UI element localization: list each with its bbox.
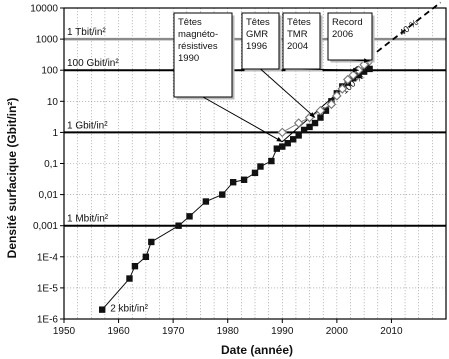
data-point-square [306, 123, 313, 131]
annotation-pointer [260, 68, 316, 118]
annotation-pointer [202, 96, 283, 143]
data-point-square [355, 71, 362, 79]
annotation-pointer [301, 68, 359, 71]
data-point-diamond [359, 59, 369, 70]
x-tick-label: 1990 [271, 326, 294, 337]
annotation-text-line: résistives [178, 41, 218, 52]
y-tick-label: 1E-5 [37, 283, 59, 294]
annotation-text-line: Record [332, 17, 363, 28]
data-point-square [257, 163, 264, 170]
annotation-text-line: GMR [246, 29, 268, 40]
data-point-diamond [277, 127, 288, 138]
data-point-square [366, 65, 373, 73]
data-point-square [186, 213, 193, 220]
data-point-square [219, 191, 226, 198]
annotation-text-line: 2004 [287, 41, 308, 52]
data-point-square [142, 253, 150, 260]
x-tick-label: 2010 [380, 326, 403, 337]
annotation-text-line: Têtes [246, 17, 270, 28]
y-tick-label: 1E-4 [37, 252, 59, 263]
data-point-square [290, 136, 297, 143]
data-point-square [317, 114, 324, 121]
data-point-diamond [315, 105, 326, 116]
data-point-square [273, 145, 281, 152]
annotation-box [241, 12, 280, 70]
data-point-square [284, 139, 291, 147]
annotation-text-line: 2006 [332, 29, 353, 40]
y-tick-label: 10000 [30, 4, 58, 15]
y-tick-label: 0,1 [44, 159, 58, 170]
annotation-box [327, 12, 373, 61]
data-point-diamond [332, 91, 342, 101]
annotation-text-line: Têtes [287, 17, 311, 28]
annotation-arrowhead [363, 58, 370, 63]
data-point-square [202, 198, 210, 205]
data-point-square [251, 169, 259, 177]
annotation-box [282, 12, 321, 70]
data-point-square [268, 157, 275, 165]
x-tick-label: 1960 [107, 326, 130, 337]
data-point-square [131, 262, 139, 270]
x-tick-label: 1970 [162, 326, 185, 337]
data-point-diamond [293, 118, 304, 128]
y-tick-label: 0,001 [33, 221, 58, 232]
x-axis-title: Date (année) [221, 343, 293, 357]
data-point-square [300, 126, 308, 134]
y-tick-label: 0,01 [39, 190, 59, 201]
y-tick-label: 1000 [36, 35, 59, 46]
data-point-square [311, 119, 319, 127]
reference-line-label: 1 Mbit/in² [67, 214, 109, 225]
data-point-square [322, 107, 330, 114]
annotation-text-line: 1990 [178, 53, 199, 64]
data-point-square [229, 179, 237, 186]
data-point-square [148, 238, 155, 246]
data-point-square [240, 176, 248, 183]
annotation-text-line: TMR [287, 29, 308, 40]
x-tick-label: 1950 [53, 326, 76, 337]
data-point-square [295, 132, 302, 139]
axis-titles: Date (année) Densité surfacique (Gbit/in… [5, 98, 293, 357]
annotation-arrowhead [276, 137, 283, 142]
x-tick-label: 2000 [326, 326, 349, 337]
y-axis-title: Densité surfacique (Gbit/in²) [5, 98, 19, 259]
annotation-text-line: Têtes [178, 17, 202, 28]
trend-line [352, 1, 442, 71]
y-tick-label: 1 [52, 128, 58, 139]
x-tick-label: 1980 [217, 326, 240, 337]
y-tick-label: 100 [41, 66, 58, 77]
data-point-square [126, 275, 133, 282]
data-point-diamond [342, 74, 353, 85]
reference-line-label: 1 Gbit/in² [67, 120, 108, 131]
annotation-box [173, 12, 233, 98]
annotations: Têtesmagnéto-résistives1990TêtesGMR1996T… [173, 12, 375, 143]
data-point-diamond [337, 84, 348, 94]
annotation-text-line: magnéto- [178, 29, 218, 40]
data-series: 2 kbit/in² [99, 56, 375, 315]
y-tick-label: 10 [47, 97, 59, 108]
reference-line-label: 1 Tbit/in² [67, 27, 106, 38]
reference-line-label: 100 Gbit/in² [67, 58, 119, 69]
data-point-square [99, 306, 106, 313]
data-point-diamond [326, 99, 337, 110]
annotation-arrowhead [309, 112, 316, 118]
annotation-arrowhead [353, 67, 359, 73]
data-point-square [360, 68, 368, 75]
axes: 1950 1960 1970 1980 1990 2000 2010100001000100… [30, 4, 447, 337]
data-point-diamond [348, 70, 359, 80]
y-tick-label: 1E-6 [37, 315, 59, 326]
point-label: 2 kbit/in² [110, 304, 148, 315]
data-point-diamond [353, 65, 364, 75]
annotation-text-line: 1996 [246, 41, 267, 52]
data-point-square [279, 143, 286, 150]
data-point-square [175, 222, 182, 229]
